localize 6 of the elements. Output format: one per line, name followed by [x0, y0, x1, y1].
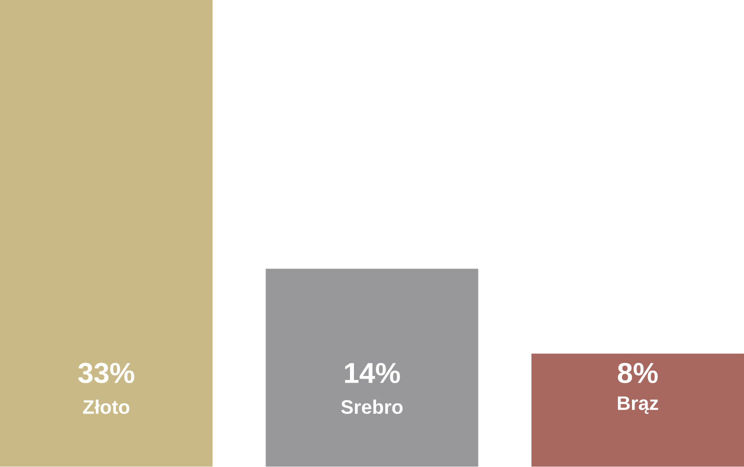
- x-tick-label: Brąz: [618, 396, 658, 414]
- data-label: 33%: [78, 362, 134, 384]
- x-tick-label: Złoto: [83, 400, 130, 414]
- x-tick-label: Srebro: [341, 400, 403, 414]
- data-label: 14%: [345, 363, 400, 384]
- data-label: 8%: [618, 362, 658, 384]
